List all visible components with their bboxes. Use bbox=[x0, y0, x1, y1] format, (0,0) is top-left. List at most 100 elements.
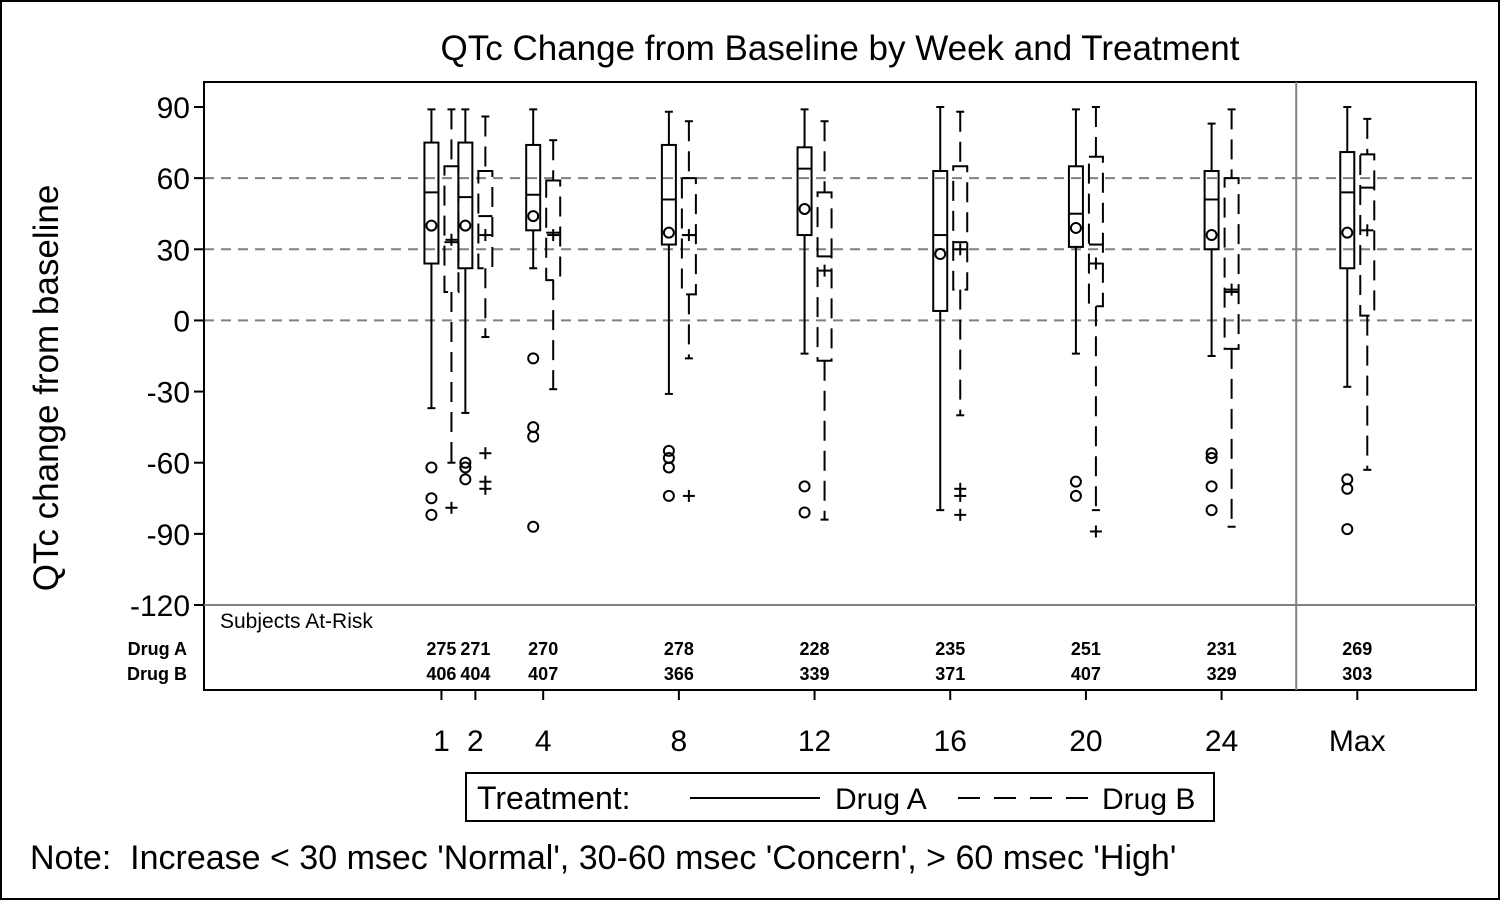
box-iqr bbox=[680, 177, 697, 296]
at-risk-value: 271 bbox=[460, 639, 490, 659]
box-drug-a-week-2 bbox=[457, 108, 474, 486]
box-drug-b-week-28 bbox=[1359, 117, 1376, 471]
box-drug-b-week-12 bbox=[816, 120, 833, 521]
box-iqr bbox=[1223, 177, 1240, 350]
at-risk-heading: Subjects At-Risk bbox=[220, 610, 373, 633]
at-risk-value: 270 bbox=[528, 639, 558, 659]
at-risk-value: 278 bbox=[664, 639, 694, 659]
box-iqr bbox=[423, 141, 440, 265]
box-iqr bbox=[1359, 153, 1376, 317]
outlier-marker bbox=[527, 430, 540, 443]
outlier-marker bbox=[425, 492, 438, 505]
outlier-marker bbox=[1069, 475, 1082, 488]
at-risk-value: 231 bbox=[1207, 639, 1237, 659]
x-tick-label: 4 bbox=[535, 725, 552, 758]
box-iqr bbox=[1339, 151, 1356, 270]
x-tick-label: 24 bbox=[1205, 725, 1238, 758]
plot-area-border bbox=[203, 81, 1477, 691]
box-iqr bbox=[796, 146, 813, 237]
box-drug-a-week-20 bbox=[1067, 108, 1084, 502]
at-risk-value: 251 bbox=[1071, 639, 1101, 659]
box-drug-b-week-16 bbox=[952, 110, 969, 521]
box-plot-marks bbox=[423, 106, 1376, 538]
box-iqr bbox=[457, 141, 474, 270]
box-drug-b-week-1 bbox=[443, 108, 460, 514]
outlier-marker bbox=[459, 473, 472, 486]
at-risk-value: 228 bbox=[800, 639, 830, 659]
at-risk-value: 275 bbox=[426, 639, 456, 659]
chart-title: QTc Change from Baseline by Week and Tre… bbox=[441, 29, 1240, 68]
mean-marker bbox=[1205, 229, 1218, 242]
outlier-marker bbox=[662, 461, 675, 474]
outlier-marker bbox=[459, 461, 472, 474]
x-tick-label: 16 bbox=[934, 725, 967, 758]
box-iqr bbox=[660, 143, 677, 246]
at-risk-table: Drug A 275 271 270 278 228 235 251 231 269 Drug B 4… bbox=[127, 639, 1372, 684]
box-iqr bbox=[525, 143, 542, 232]
x-tick-label: 20 bbox=[1069, 725, 1102, 758]
y-tick-label: -90 bbox=[147, 519, 190, 552]
y-tick-label: -30 bbox=[147, 377, 190, 410]
outlier-marker bbox=[459, 456, 472, 469]
y-axis: 90 60 30 0 -30 -60 -90 -120 bbox=[130, 92, 204, 623]
box-drug-b-week-2 bbox=[477, 115, 494, 495]
box-iqr bbox=[816, 191, 833, 362]
at-risk-value: 371 bbox=[935, 664, 965, 684]
y-axis-label: QTc change from baseline bbox=[27, 185, 66, 592]
outlier-marker bbox=[1205, 480, 1218, 493]
x-tick-label: Max bbox=[1329, 725, 1386, 758]
mean-marker bbox=[459, 219, 472, 232]
y-tick-label: 0 bbox=[173, 305, 190, 338]
y-tick-label: -60 bbox=[147, 448, 190, 481]
at-risk-row-label: Drug B bbox=[127, 664, 187, 684]
at-risk-value: 235 bbox=[935, 639, 965, 659]
box-drug-a-week-12 bbox=[796, 108, 813, 519]
mean-marker bbox=[934, 248, 947, 261]
at-risk-value: 366 bbox=[664, 664, 694, 684]
at-risk-value: 407 bbox=[1071, 664, 1101, 684]
mean-marker bbox=[798, 202, 811, 215]
reference-lines bbox=[204, 177, 1476, 322]
box-drug-a-week-1 bbox=[423, 108, 440, 521]
y-tick-label: 60 bbox=[157, 163, 190, 196]
outlier-marker bbox=[1341, 523, 1354, 536]
box-drug-a-week-8 bbox=[660, 110, 677, 502]
box-iqr bbox=[1067, 165, 1084, 248]
outlier-marker bbox=[798, 506, 811, 519]
legend-entry-drug-b: Drug B bbox=[1102, 783, 1195, 816]
y-tick-label: 90 bbox=[157, 92, 190, 125]
box-iqr bbox=[545, 179, 562, 282]
box-drug-a-week-4 bbox=[525, 108, 542, 533]
outlier-marker bbox=[425, 461, 438, 474]
mean-marker bbox=[425, 219, 438, 232]
at-risk-value: 269 bbox=[1342, 639, 1372, 659]
box-drug-a-week-28 bbox=[1339, 106, 1356, 536]
outlier-marker bbox=[1205, 447, 1218, 460]
outlier-marker bbox=[1205, 504, 1218, 517]
box-iqr bbox=[1087, 155, 1104, 308]
at-risk-value: 407 bbox=[528, 664, 558, 684]
outlier-marker bbox=[798, 480, 811, 493]
legend-entry-drug-a: Drug A bbox=[835, 783, 927, 816]
at-risk-row-label: Drug A bbox=[128, 639, 187, 659]
mean-marker bbox=[1069, 221, 1082, 234]
outlier-marker bbox=[527, 352, 540, 365]
at-risk-value: 339 bbox=[800, 664, 830, 684]
at-risk-value: 406 bbox=[426, 664, 456, 684]
legend-box bbox=[465, 772, 1215, 822]
at-risk-value: 404 bbox=[460, 664, 490, 684]
x-axis: 1 2 4 8 12 16 20 24 Max bbox=[433, 690, 1386, 758]
box-iqr bbox=[1203, 170, 1220, 251]
box-drug-a-week-16 bbox=[932, 106, 949, 512]
outlier-marker bbox=[425, 508, 438, 521]
outlier-marker bbox=[1341, 482, 1354, 495]
footnote: Note: Increase < 30 msec 'Normal', 30-60… bbox=[30, 839, 1176, 877]
y-tick-label: -120 bbox=[130, 590, 190, 623]
outlier-marker bbox=[662, 489, 675, 502]
x-tick-label: 12 bbox=[798, 725, 831, 758]
x-tick-label: 1 bbox=[433, 725, 450, 758]
box-drug-b-week-4 bbox=[545, 139, 562, 391]
box-drug-b-week-8 bbox=[680, 120, 697, 502]
